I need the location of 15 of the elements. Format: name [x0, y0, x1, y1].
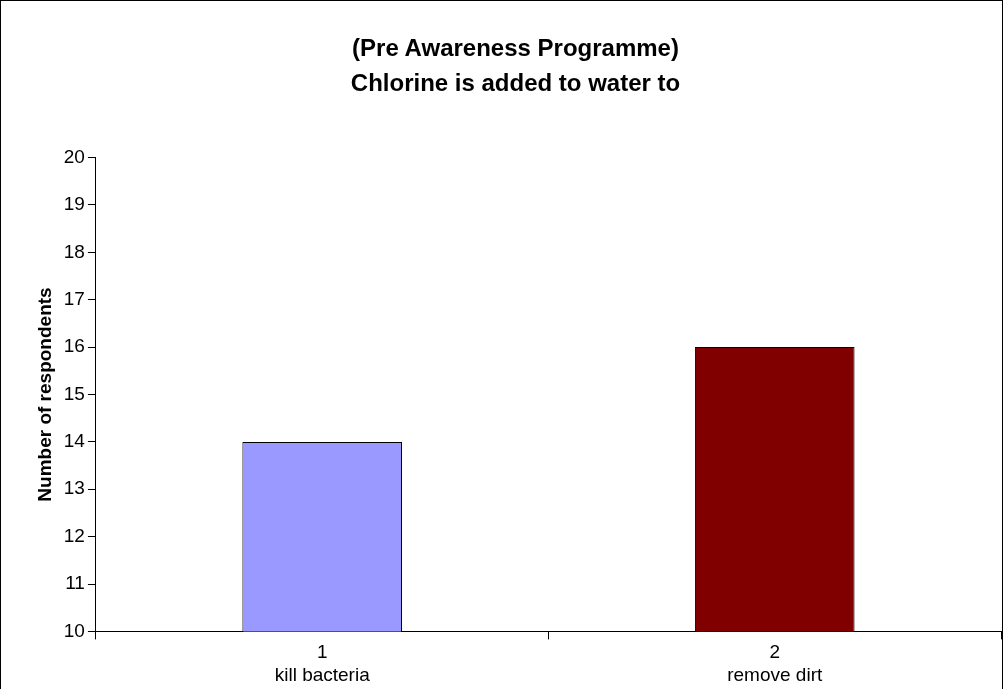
- y-tick-label: 19: [63, 193, 85, 215]
- y-axis-title: Number of respondents: [33, 287, 55, 502]
- y-tick-label: 15: [63, 382, 85, 404]
- chart-title: (Pre Awareness Programme) Chlorine is added to water to: [350, 34, 681, 96]
- x-tick-label: 2 remove dirt: [727, 641, 823, 685]
- y-tick-label: 14: [63, 430, 86, 452]
- y-tick-label: 12: [63, 524, 85, 546]
- y-tick-label: 11: [65, 572, 85, 594]
- y-tick-label: 10: [63, 619, 85, 641]
- y-tick-label: 20: [63, 145, 85, 167]
- y-tick-label: 18: [63, 240, 85, 262]
- y-tick-label: 17: [63, 287, 85, 309]
- y-tick-label: 13: [63, 477, 85, 499]
- y-tick-label: 16: [63, 335, 85, 357]
- x-tick-label: 1 kill bacteria: [274, 641, 371, 685]
